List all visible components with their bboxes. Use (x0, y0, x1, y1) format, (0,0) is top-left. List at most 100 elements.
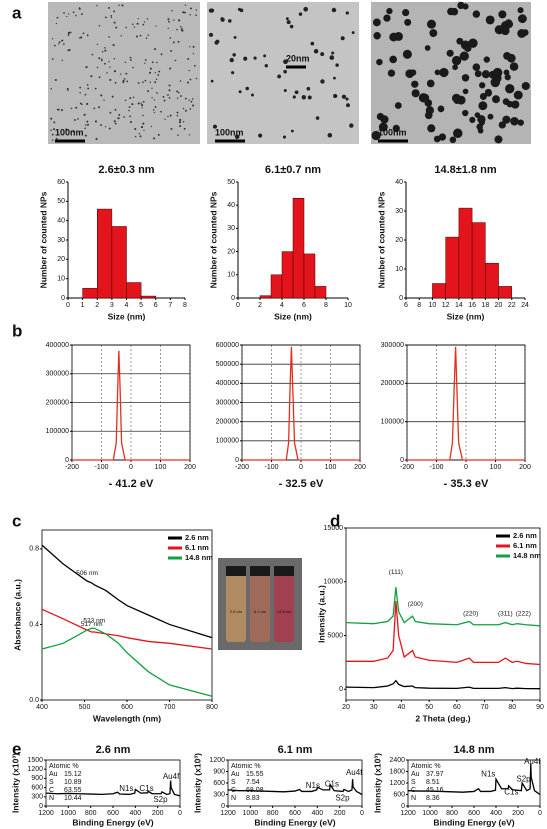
y-tick-label: 100000 (216, 438, 239, 445)
particle (148, 71, 152, 74)
particle (110, 16, 113, 19)
particle (177, 91, 180, 94)
particle (129, 97, 132, 100)
particle (51, 139, 54, 141)
particle (151, 97, 153, 99)
particle (168, 89, 171, 92)
particle (517, 29, 527, 38)
particle (477, 115, 486, 124)
particle (149, 67, 152, 70)
x-tick-label: 800 (267, 810, 279, 817)
panel-label: d (330, 511, 340, 530)
particle (285, 17, 289, 21)
y-tick-label: 0 (221, 803, 225, 810)
x-axis-label: 2 Theta (deg.) (415, 713, 470, 723)
particle (128, 109, 130, 112)
particle (479, 82, 486, 89)
table-cell: 8.36 (426, 795, 440, 802)
particle (114, 108, 117, 111)
x-tick-label: 1200 (400, 810, 416, 817)
particle (142, 81, 144, 84)
particle (392, 124, 400, 132)
legend-label: 14.8 nm (185, 553, 213, 562)
y-tick-label: 300 (213, 791, 225, 798)
table-cell: 63.55 (64, 787, 82, 794)
particle (151, 61, 154, 64)
particle (66, 87, 69, 90)
particle (137, 82, 140, 84)
particle (459, 51, 469, 61)
table-cell: Au (411, 771, 420, 778)
annotation: 506 nm (76, 570, 98, 577)
particle (98, 106, 101, 109)
particle (63, 43, 65, 45)
particle (517, 7, 524, 14)
particle (182, 120, 185, 123)
tem-image (207, 2, 359, 144)
bar (82, 288, 98, 299)
particle (195, 9, 197, 11)
particle (176, 111, 179, 114)
particle (144, 79, 147, 82)
particle (84, 134, 87, 137)
particle (510, 116, 519, 126)
chart-title: 14.8 nm (454, 744, 495, 756)
particle (333, 76, 336, 80)
x-tick-label: 7 (168, 302, 172, 309)
annotation: S2p (516, 774, 531, 783)
y-tick-label: 10 (57, 276, 65, 283)
annotation: (222) (516, 611, 531, 618)
particle (101, 58, 103, 60)
tem-particles (50, 1, 530, 144)
annotation: 523 nm (83, 617, 105, 624)
x-tick-label: 80 (508, 704, 516, 711)
data-line (227, 779, 363, 796)
x-tick-label: 22 (508, 302, 516, 309)
particle (373, 32, 381, 40)
particle (483, 56, 490, 63)
particle (96, 4, 98, 7)
particle (303, 6, 309, 12)
y-axis-label: Intensity (x10³) (10, 753, 20, 813)
x-axis-label: Binding Energy (eV) (72, 817, 153, 827)
y-tick-label: 500000 (216, 361, 239, 368)
particle (152, 109, 155, 111)
particle (145, 37, 148, 39)
particle (101, 51, 104, 53)
particle (153, 137, 156, 140)
particle (474, 70, 482, 78)
particle (434, 69, 441, 76)
x-axis-label: Wavelength (nm) (93, 713, 161, 723)
x-tick-label: 1000 (243, 810, 259, 817)
data-line (72, 350, 190, 461)
particle (67, 89, 69, 91)
table-cell: 10.44 (64, 795, 82, 802)
particle (389, 32, 399, 42)
y-axis-label: Number of counted NPs (376, 191, 386, 288)
y-tick-label: 300 (31, 794, 43, 801)
particle (58, 41, 61, 44)
x-tick-label: 600 (468, 810, 480, 817)
particle (104, 62, 106, 65)
particle (176, 114, 179, 117)
scale-bar-label: 100nm (55, 127, 84, 137)
particle (164, 118, 166, 120)
particle (146, 18, 149, 20)
particle (154, 106, 157, 108)
particle (167, 27, 169, 29)
particle (179, 95, 182, 97)
vial-cap (226, 566, 246, 576)
particle (111, 95, 114, 98)
particle (345, 11, 349, 15)
particle (238, 90, 242, 94)
x-tick-label: 3 (110, 302, 114, 309)
particle (54, 78, 57, 82)
x-tick-label: 400 (311, 810, 323, 817)
legend-label: 2.6 nm (185, 533, 209, 542)
particle (376, 58, 383, 66)
particle (160, 110, 162, 113)
annotation: (220) (463, 611, 478, 618)
particle (120, 35, 122, 37)
panel-label: b (12, 321, 22, 340)
y-tick-label: 200000 (381, 380, 404, 387)
